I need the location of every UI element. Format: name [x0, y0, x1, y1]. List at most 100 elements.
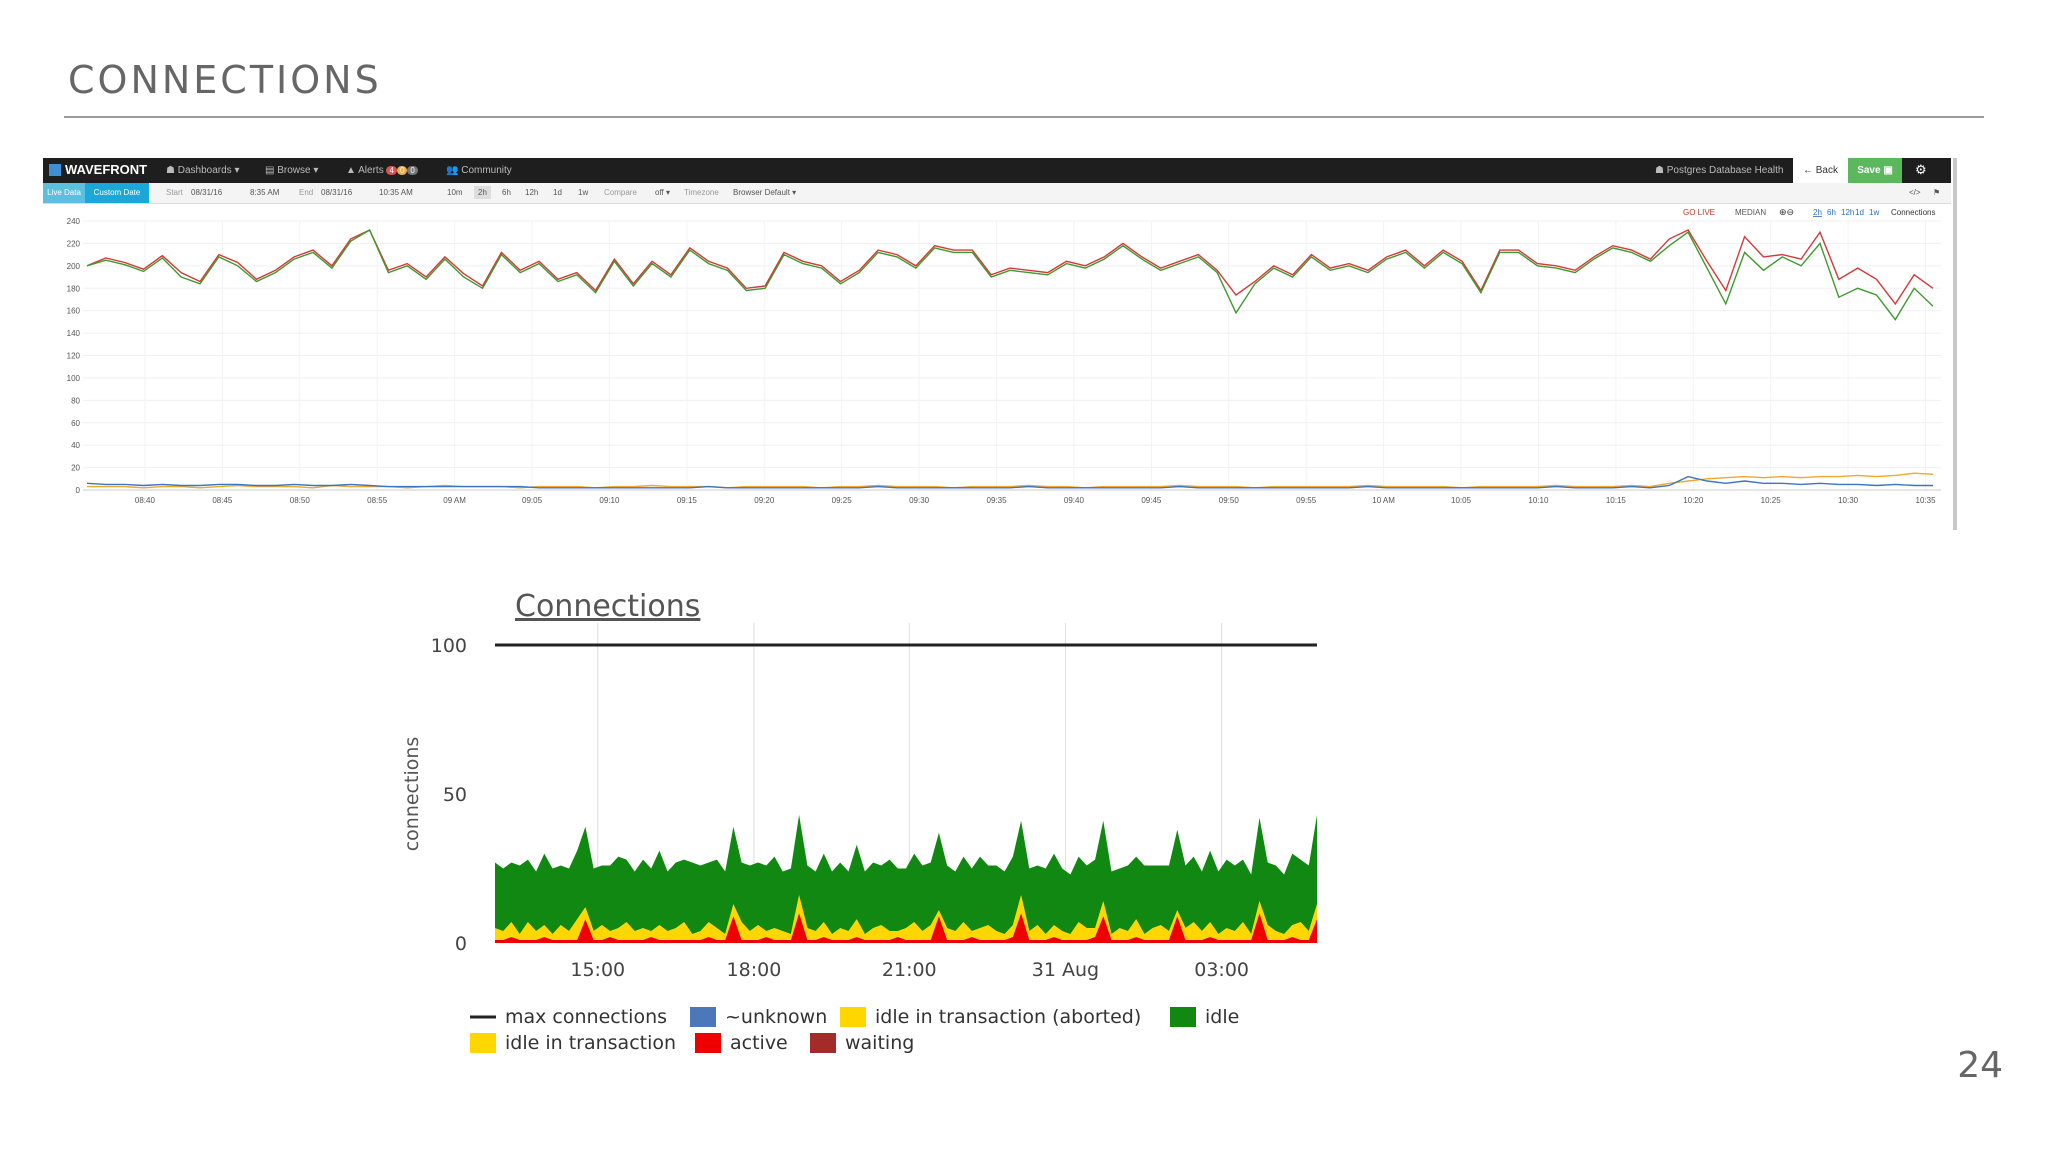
- nav-dashboards-label: Dashboards ▾: [177, 165, 240, 176]
- x-tick-label: 09:10: [599, 496, 620, 505]
- y-tick-label: 100: [67, 374, 81, 383]
- wavefront-logo[interactable]: WAVEFRONT: [49, 162, 147, 177]
- y-tick-label: 180: [67, 284, 81, 293]
- chart-range-12h: 12h: [1841, 208, 1854, 217]
- y-tick-label: 80: [71, 396, 80, 405]
- x-tick-label: 03:00: [1194, 959, 1249, 981]
- legend-label: idle: [1205, 1006, 1239, 1028]
- nav-browse-label: Browse ▾: [277, 165, 319, 176]
- x-tick-label: 08:40: [135, 496, 156, 505]
- legend-label: waiting: [845, 1032, 914, 1054]
- legend-swatch: [470, 1033, 496, 1053]
- x-tick-label: 21:00: [882, 959, 937, 981]
- save-icon: ▣: [1883, 165, 1893, 176]
- end-time-input[interactable]: 10:35 AM: [379, 188, 413, 197]
- gear-icon[interactable]: ⚙: [1915, 162, 1927, 177]
- y-tick-label: 20: [71, 464, 80, 473]
- x-tick-label: 10:05: [1451, 496, 1472, 505]
- x-tick-label: 09:40: [1064, 496, 1085, 505]
- x-tick-label: 09:15: [677, 496, 698, 505]
- flag-icon[interactable]: ⚑: [1933, 188, 1941, 197]
- x-tick-label: 09 AM: [443, 496, 466, 505]
- area-active: [495, 913, 1317, 943]
- range-12h[interactable]: 12h: [525, 188, 539, 197]
- title-divider: [64, 116, 1984, 118]
- start-label: Start: [166, 188, 183, 197]
- range-2h[interactable]: 2h: [474, 186, 491, 199]
- y-tick-label: 140: [67, 329, 81, 338]
- custom-date-button[interactable]: Custom Date: [85, 183, 149, 203]
- legend-label: max connections: [505, 1006, 667, 1028]
- x-tick-label: 10:15: [1606, 496, 1627, 505]
- nav-community[interactable]: 👥 Community: [446, 165, 512, 176]
- y-tick-label: 0: [455, 933, 467, 955]
- range-1d[interactable]: 1d: [553, 188, 562, 197]
- range-10m[interactable]: 10m: [447, 188, 463, 197]
- legend-swatch: [1170, 1007, 1196, 1027]
- median-label: MEDIAN: [1735, 208, 1766, 217]
- x-tick-label: 10:25: [1761, 496, 1782, 505]
- y-tick-label: 240: [67, 217, 81, 226]
- y-tick-label: 200: [67, 262, 81, 271]
- nav-community-label: Community: [461, 165, 512, 176]
- compare-select[interactable]: off ▾: [655, 188, 670, 197]
- chart-title: Connections: [515, 589, 700, 624]
- start-time-input[interactable]: 8:35 AM: [250, 188, 280, 197]
- back-button[interactable]: ← Back: [1793, 158, 1848, 183]
- x-tick-label: 10:30: [1838, 496, 1859, 505]
- end-date-input[interactable]: 08/31/16: [321, 188, 353, 197]
- end-label: End: [299, 188, 314, 197]
- y-tick-label: 160: [67, 307, 81, 316]
- warning-icon: ▲: [346, 165, 356, 176]
- series-line-1: [86, 228, 1934, 321]
- x-tick-label: 18:00: [727, 959, 782, 981]
- range-6h[interactable]: 6h: [502, 188, 511, 197]
- code-icon[interactable]: </>: [1909, 188, 1921, 197]
- connections-chart: Connections connections 0 50 100 15:00 18:00 21…: [401, 589, 1317, 1054]
- alerts-badge-critical: 4: [386, 166, 397, 175]
- alerts-badge-warning: 0: [396, 166, 408, 175]
- y-axis-label: connections: [401, 737, 423, 852]
- save-button[interactable]: Save ▣: [1848, 158, 1902, 183]
- arrow-left-icon: ←: [1802, 165, 1813, 176]
- x-tick-label: 10 AM: [1372, 496, 1395, 505]
- chart-title-label: Connections: [1891, 208, 1935, 217]
- wavefront-chart: GO LIVE MEDIAN ⊕⊖ 2h 6h 12h 1d 1w Connections 0 20…: [67, 207, 1941, 505]
- x-tick-label: 09:55: [1296, 496, 1317, 505]
- chart-range-1d: 1d: [1855, 208, 1864, 217]
- x-tick-label: 09:35: [987, 496, 1008, 505]
- x-tick-label: 09:05: [522, 496, 543, 505]
- live-data-button[interactable]: Live Data: [43, 183, 85, 203]
- scrollbar[interactable]: [1953, 158, 1957, 530]
- back-label: Back: [1815, 165, 1838, 176]
- y-tick-label: 50: [443, 784, 467, 806]
- x-tick-label: 15:00: [570, 959, 625, 981]
- x-tick-label: 08:45: [212, 496, 233, 505]
- x-tick-label: 09:50: [1219, 496, 1240, 505]
- legend-swatch: [695, 1033, 721, 1053]
- legend-label: idle in transaction: [505, 1032, 676, 1054]
- chart-range-1w: 1w: [1869, 208, 1879, 217]
- nav-browse[interactable]: ▤ Browse ▾: [265, 165, 319, 176]
- slide-title: CONNECTIONS: [68, 58, 382, 102]
- users-icon: 👥: [446, 165, 459, 176]
- legend-swatch: [840, 1007, 866, 1027]
- area-idle: [495, 814, 1317, 935]
- area-idle-in-transaction: [495, 895, 1317, 940]
- series-line-0: [86, 229, 1934, 306]
- x-tick-label: 09:20: [754, 496, 775, 505]
- x-tick-label: 09:25: [832, 496, 853, 505]
- x-tick-label: 09:45: [1141, 496, 1162, 505]
- go-live-link: GO LIVE: [1683, 208, 1715, 217]
- nav-dashboards[interactable]: ☗ Dashboards ▾: [166, 165, 240, 176]
- y-tick-label: 0: [76, 486, 81, 495]
- page-number: 24: [1957, 1045, 2003, 1086]
- legend-label: idle in transaction (aborted): [875, 1006, 1141, 1028]
- range-1w[interactable]: 1w: [578, 188, 589, 197]
- timezone-select[interactable]: Browser Default ▾: [733, 188, 797, 197]
- start-date-input[interactable]: 08/31/16: [191, 188, 223, 197]
- wavefront-logo-icon: [49, 164, 61, 176]
- time-toolbar: Live Data Custom Date Start 08/31/16 8:3…: [43, 183, 1951, 204]
- series-line-3: [86, 475, 1933, 489]
